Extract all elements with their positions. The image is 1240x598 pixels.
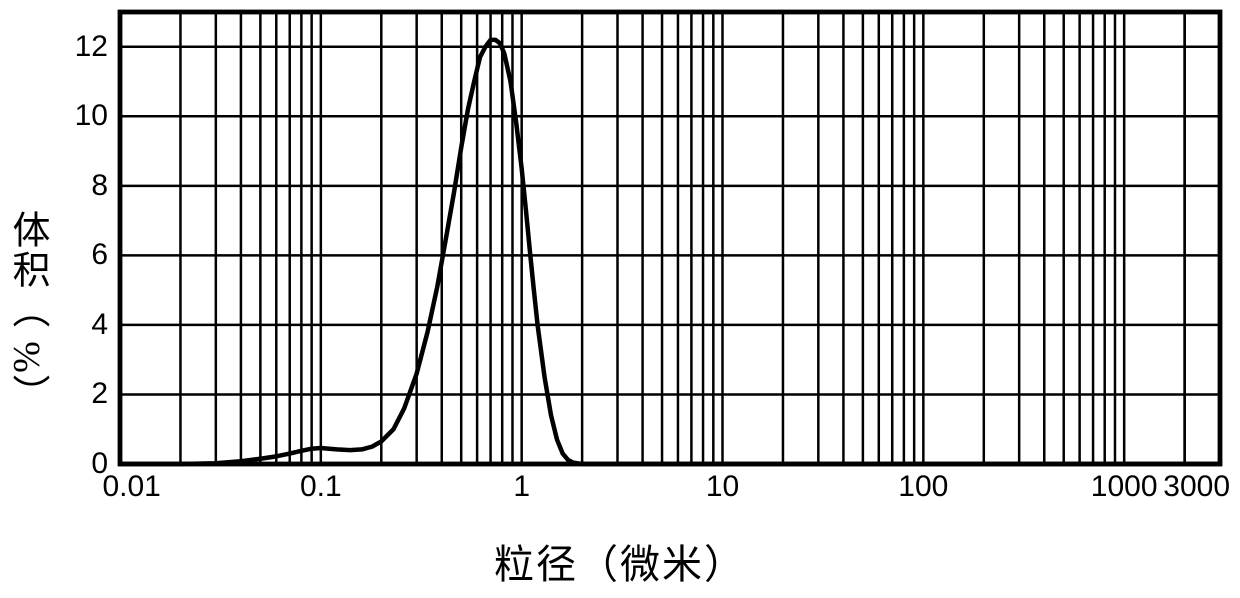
y-tick-label: 6 [91, 238, 108, 272]
x-axis-label: 粒径（微米） [0, 532, 1240, 590]
ylabel-paren-open: （ [6, 290, 48, 330]
chart-container: 体积（%） 粒径（微米） 024681012 0.010.11101001000… [0, 0, 1240, 598]
x-tick-label: 1 [513, 470, 530, 504]
ylabel-unit: % [5, 339, 49, 373]
y-tick-label: 8 [91, 169, 108, 203]
y-tick-label: 4 [91, 308, 108, 342]
y-tick-label: 2 [91, 377, 108, 411]
ylabel-paren-close: ） [6, 374, 48, 414]
x-tick-label: 0.1 [300, 470, 342, 504]
y-axis-label: 体积（%） [0, 210, 55, 414]
y-tick-label: 12 [75, 30, 108, 64]
ylabel-text-1: 体积 [6, 210, 48, 290]
x-tick-label: 1000 [1091, 470, 1158, 504]
x-tick-label: 100 [898, 470, 948, 504]
x-tick-label: 3000 [1163, 470, 1230, 504]
y-tick-label: 10 [75, 99, 108, 133]
x-tick-label: 0.01 [102, 470, 160, 504]
plot-svg [0, 0, 1240, 530]
x-tick-label: 10 [706, 470, 739, 504]
